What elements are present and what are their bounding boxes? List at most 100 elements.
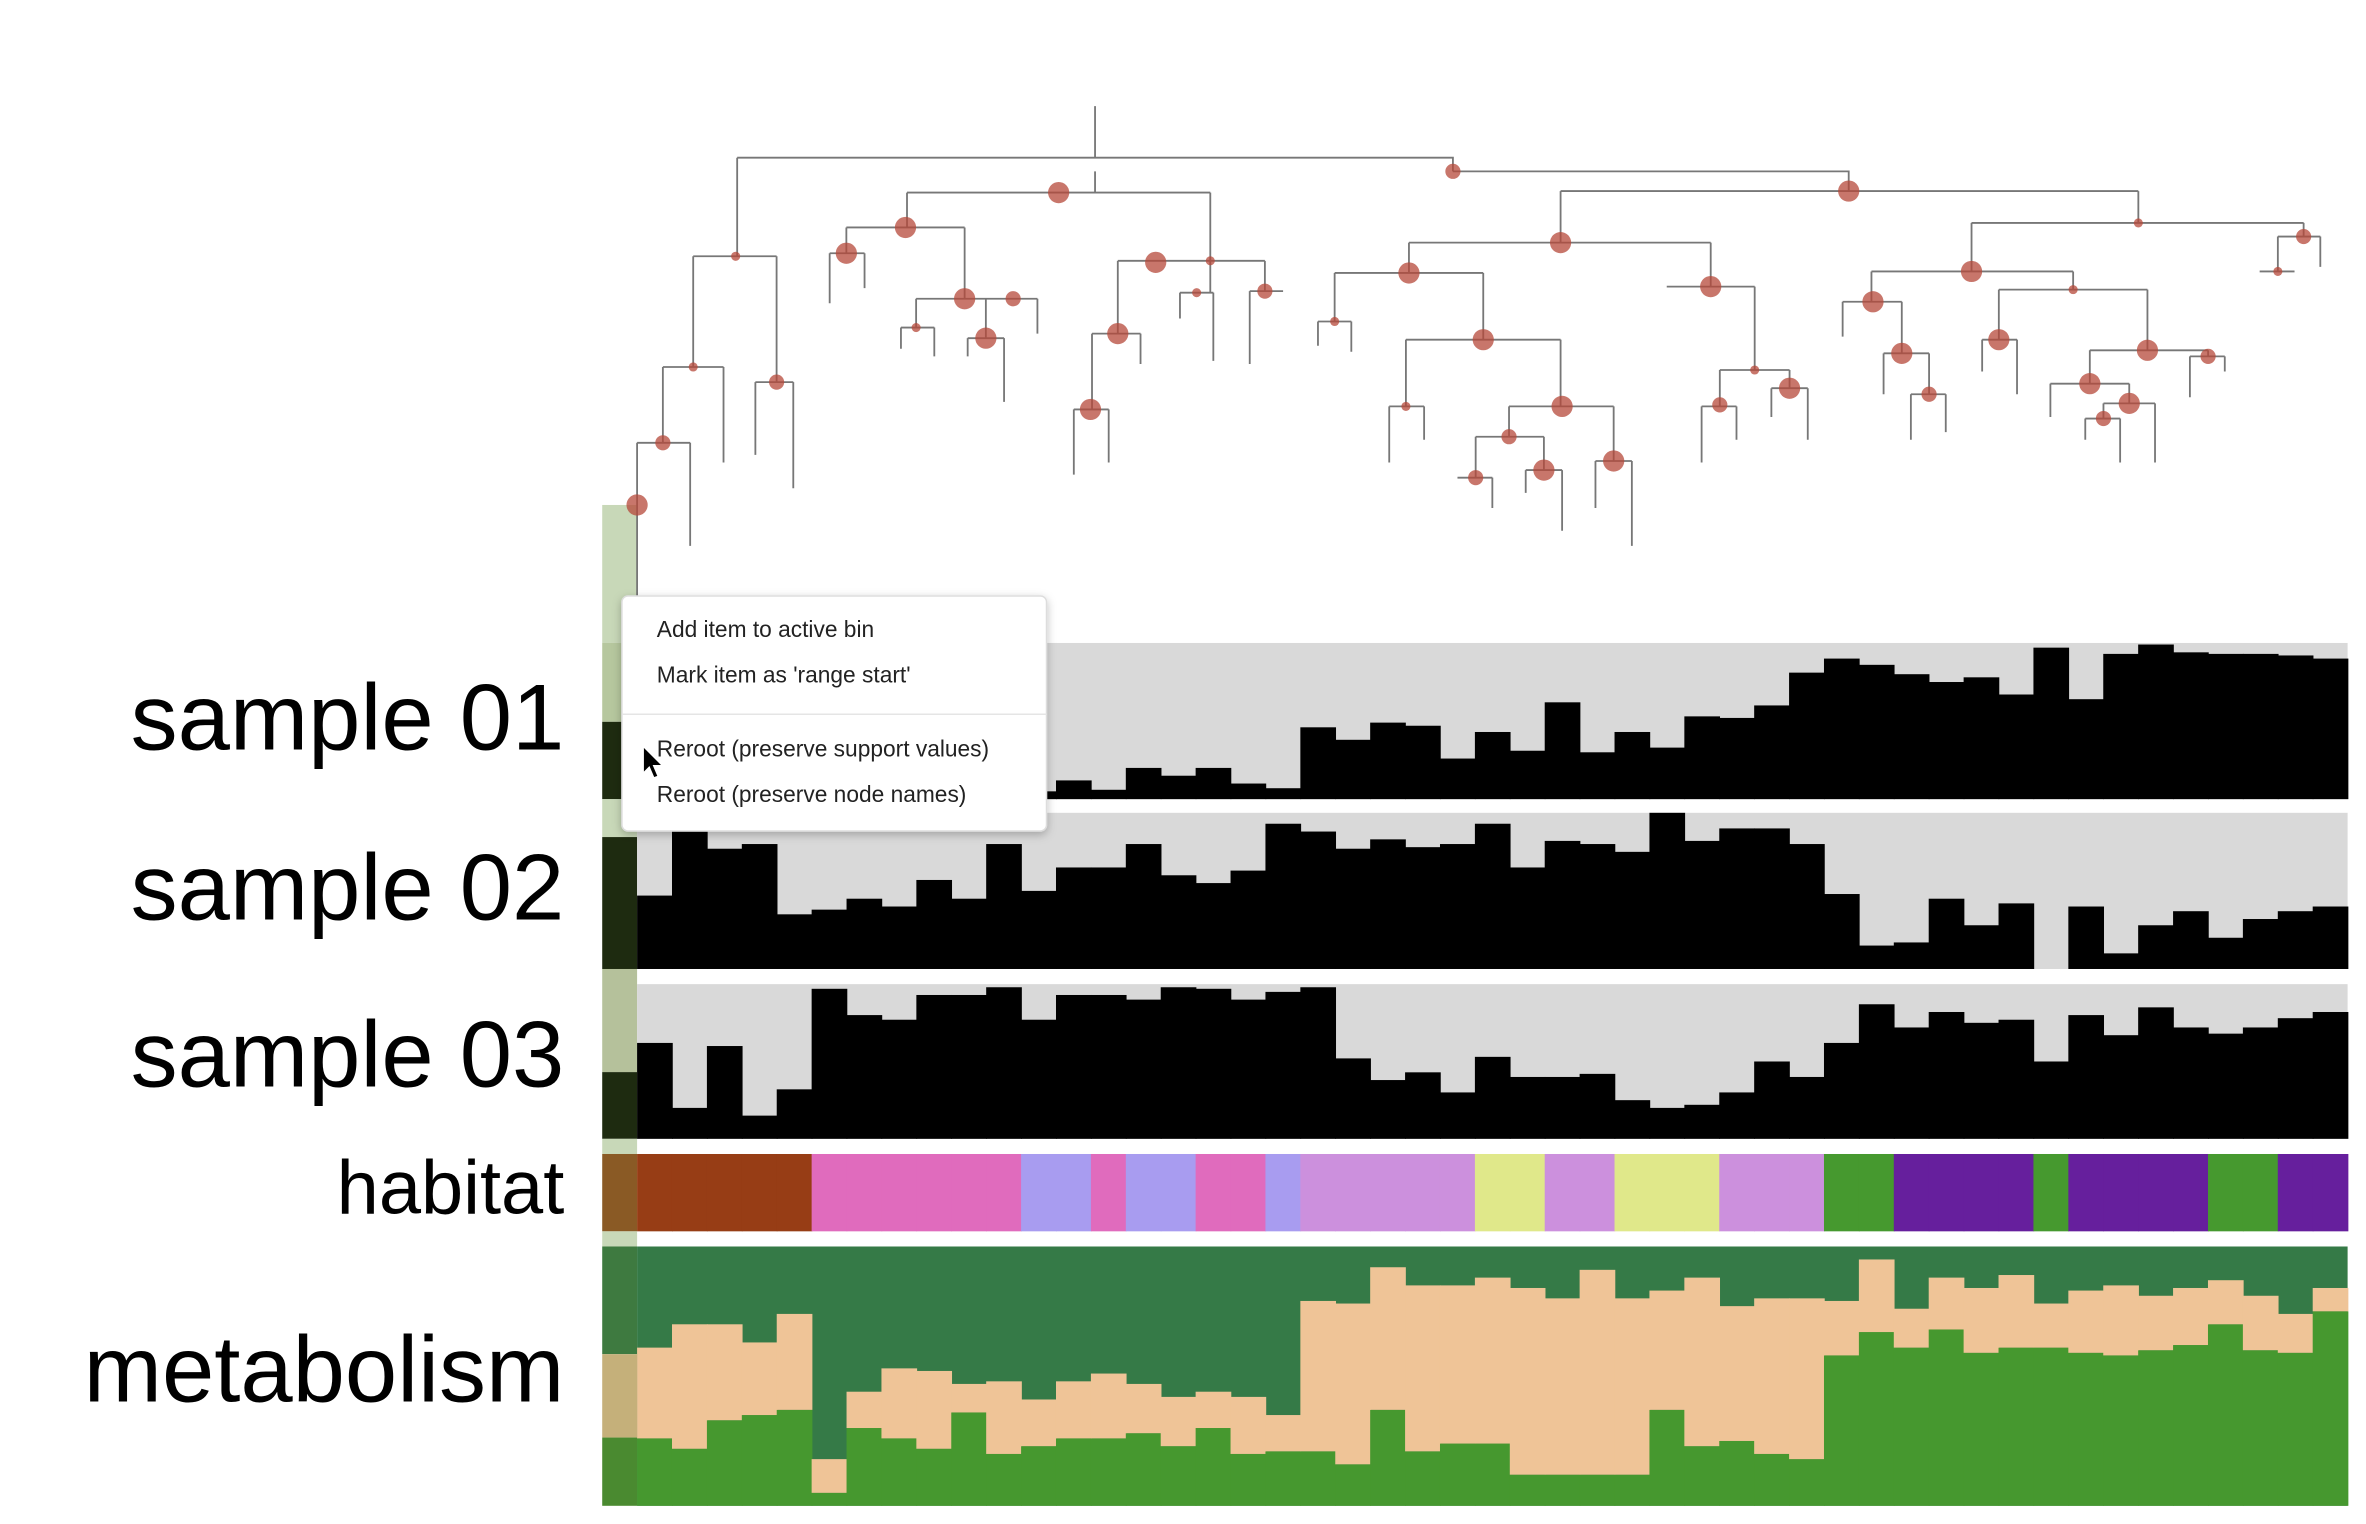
tree-node <box>1551 395 1573 418</box>
bar <box>1754 1061 1790 1139</box>
stacked-bar <box>2138 1350 2174 1506</box>
bar <box>1823 658 1860 800</box>
stacked-bar <box>811 1459 848 1493</box>
habitat-cell <box>1509 1153 1546 1232</box>
bar <box>1300 987 1337 1139</box>
stacked-bar <box>741 1415 778 1506</box>
bar <box>2242 919 2279 969</box>
stacked-bar <box>2312 1311 2349 1506</box>
stacked-bar <box>2242 1295 2279 1351</box>
tree-node <box>1533 459 1555 481</box>
bar <box>1719 828 1755 969</box>
bar <box>2033 1061 2070 1139</box>
tree-node <box>1468 470 1484 486</box>
bar <box>706 848 743 969</box>
bar <box>741 1115 778 1139</box>
menu-item[interactable]: Reroot (preserve support values) <box>657 736 989 762</box>
tree-node <box>1398 262 1420 284</box>
bar <box>1614 1100 1651 1139</box>
stacked-bar <box>1823 1300 1860 1356</box>
bar <box>951 898 987 969</box>
stacked-bar <box>811 1492 848 1506</box>
stacked-bar <box>1439 1285 1476 1444</box>
tree-node <box>1862 291 1884 313</box>
stacked-bar <box>671 1448 708 1506</box>
bar <box>1963 677 2000 800</box>
stacked-bar <box>1370 1267 1406 1410</box>
habitat-cell <box>1160 1153 1197 1232</box>
bar <box>916 879 953 969</box>
bar <box>1858 664 1895 800</box>
bar <box>1719 717 1755 800</box>
bar <box>2103 653 2139 800</box>
tree-node <box>2118 392 2140 414</box>
bar <box>811 909 848 969</box>
bar <box>2173 1027 2209 1139</box>
bar <box>2277 655 2314 800</box>
stacked-bar <box>1998 1347 2035 1506</box>
tree-node <box>1891 342 1913 364</box>
bar <box>2138 644 2174 800</box>
menu-item[interactable]: Add item to active bin <box>657 616 874 642</box>
stacked-bar <box>1405 1285 1441 1452</box>
stacked-bar <box>1579 1269 1616 1475</box>
bar <box>1579 844 1616 969</box>
habitat-cell <box>1125 1153 1162 1232</box>
bar <box>2312 906 2349 969</box>
bar <box>1649 747 1686 800</box>
bar <box>1125 844 1162 969</box>
habitat-cell <box>637 1153 673 1232</box>
stacked-bar <box>986 1453 1022 1506</box>
stacked-bar <box>2207 1280 2244 1325</box>
bar <box>951 994 987 1139</box>
bar <box>1474 823 1511 969</box>
bar <box>1230 999 1267 1139</box>
bar <box>1754 828 1790 969</box>
layers: sample 01 sample 02 sample 03 habitat metabo… <box>84 642 2349 1506</box>
stacked-bar <box>1893 1308 1930 1348</box>
stacked-bar <box>2103 1285 2139 1356</box>
menu-item[interactable]: Mark item as 'range start' <box>657 661 911 687</box>
habitat-cell <box>1684 1153 1721 1232</box>
stacked-bar <box>1439 1443 1476 1506</box>
habitat-cell <box>1474 1153 1511 1232</box>
bar <box>1055 780 1092 800</box>
habitat-cell <box>1998 1153 2035 1232</box>
stacked-bar <box>986 1381 1022 1454</box>
bar <box>1090 994 1127 1139</box>
stacked-bar <box>1405 1451 1441 1506</box>
menu-item[interactable]: Reroot (preserve node names) <box>657 781 967 807</box>
bar <box>2207 653 2244 800</box>
bar <box>637 895 673 969</box>
habitat-cell <box>1439 1153 1476 1232</box>
bar <box>1335 848 1371 969</box>
stacked-bar <box>1614 1298 1651 1475</box>
bar <box>1893 674 1930 800</box>
bar <box>1195 767 1232 800</box>
bar <box>2033 647 2070 800</box>
habitat-cell <box>1265 1153 1302 1232</box>
tree-node <box>1603 450 1625 472</box>
bar <box>671 831 708 969</box>
tree-node <box>2133 218 2143 228</box>
stacked-bar <box>637 1438 673 1506</box>
layer-label: metabolism <box>84 1317 565 1422</box>
bar <box>2103 953 2139 969</box>
stacked-bar <box>1858 1332 1895 1506</box>
stacked-bar <box>951 1412 987 1506</box>
bar <box>2068 906 2105 969</box>
tree-node <box>1005 291 1021 307</box>
stacked-bar <box>1509 1287 1546 1475</box>
bar <box>1265 823 1302 969</box>
stacked-bar <box>2138 1295 2174 1351</box>
bar <box>1614 851 1651 969</box>
stacked-bar <box>1649 1290 1686 1410</box>
stacked-bar <box>2242 1350 2279 1506</box>
stacked-bar <box>1544 1474 1581 1506</box>
bar <box>1195 988 1232 1139</box>
stacked-bar <box>1160 1446 1197 1506</box>
tree-node <box>1107 322 1129 345</box>
bar <box>2138 1007 2174 1139</box>
context-menu: Add item to active bin Mark item as 'ran… <box>621 595 1048 832</box>
